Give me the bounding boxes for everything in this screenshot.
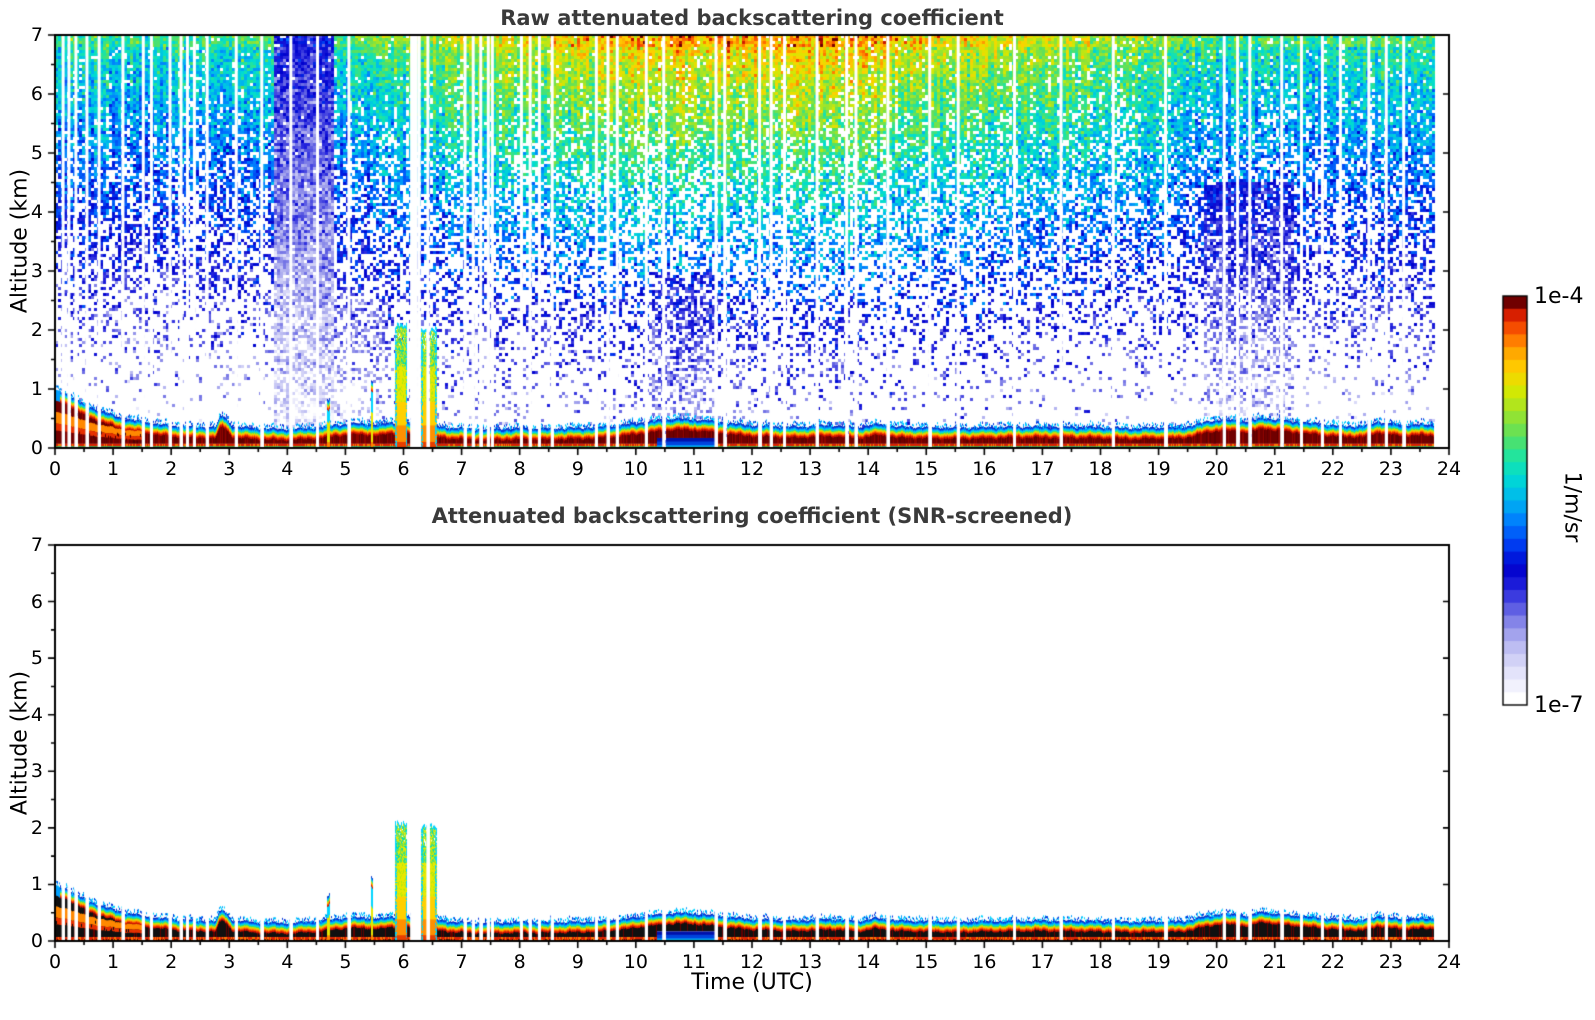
x-tick-label: 23 [1378, 951, 1403, 973]
y-tick-label: 1 [30, 378, 43, 400]
x-tick-label: 12 [739, 951, 765, 973]
x-tick-label: 19 [1146, 458, 1171, 480]
x-tick-label: 15 [914, 951, 939, 973]
x-tick-label: 18 [1088, 951, 1113, 973]
x-tick-label: 24 [1436, 951, 1462, 973]
y-tick-label: 0 [30, 437, 43, 459]
y-tick-label: 2 [30, 319, 43, 341]
x-tick-label: 4 [281, 951, 294, 973]
x-tick-label: 19 [1146, 951, 1171, 973]
panel-title-raw: Raw attenuated backscattering coefficien… [500, 6, 1004, 30]
x-tick-label: 11 [681, 951, 706, 973]
x-tick-label: 9 [571, 951, 584, 973]
x-tick-label: 18 [1088, 458, 1113, 480]
x-tick-label: 7 [455, 951, 468, 973]
x-tick-label: 2 [165, 951, 178, 973]
y-tick-label: 6 [30, 590, 43, 613]
y-tick-label: 5 [30, 142, 43, 164]
y-tick-label: 5 [30, 647, 43, 670]
x-tick-label: 11 [681, 458, 706, 480]
x-tick-label: 23 [1378, 458, 1403, 480]
x-tick-label: 21 [1262, 458, 1287, 480]
x-tick-label: 7 [455, 458, 468, 480]
y-tick-label: 4 [30, 201, 43, 223]
x-tick-label: 0 [48, 458, 62, 480]
x-tick-label: 24 [1436, 458, 1462, 480]
x-tick-label: 6 [397, 951, 410, 973]
y-axis-label-raw: Altitude (km) [7, 168, 33, 314]
x-tick-label: 3 [223, 458, 236, 480]
x-tick-label: 13 [797, 458, 823, 480]
x-tick-label: 15 [914, 458, 939, 480]
y-tick-label: 7 [30, 534, 43, 556]
x-tick-label: 14 [856, 458, 881, 480]
x-tick-label: 5 [339, 951, 352, 973]
x-tick-label: 22 [1320, 458, 1345, 480]
y-tick-label: 3 [30, 760, 43, 783]
x-tick-label: 22 [1320, 951, 1345, 973]
y-tick-label: 4 [30, 703, 43, 726]
raw-panel-plot-area [55, 35, 1449, 448]
x-tick-label: 13 [797, 951, 823, 973]
y-tick-label: 2 [30, 816, 43, 839]
x-tick-label: 0 [48, 951, 62, 973]
colorbar-unit-label: 1/m/sr [1559, 471, 1585, 543]
x-tick-label: 17 [1030, 951, 1055, 973]
x-tick-label: 10 [623, 951, 648, 973]
x-tick-label: 8 [513, 951, 526, 973]
colorbar-min-label: 1e-7 [1534, 693, 1584, 718]
y-tick-label: 0 [30, 930, 43, 952]
x-tick-label: 8 [513, 458, 526, 480]
y-axis-label-screened: Altitude (km) [7, 670, 33, 816]
x-tick-label: 20 [1204, 951, 1229, 973]
x-tick-label: 21 [1262, 951, 1287, 973]
x-tick-label: 3 [223, 951, 236, 973]
x-tick-label: 12 [739, 458, 765, 480]
x-tick-label: 20 [1204, 458, 1229, 480]
x-tick-label: 10 [623, 458, 648, 480]
x-tick-label: 16 [972, 951, 997, 973]
screened-panel-plot-area [55, 545, 1449, 941]
y-tick-label: 6 [30, 83, 43, 105]
x-tick-label: 17 [1030, 458, 1055, 480]
x-tick-label: 5 [339, 458, 352, 480]
panel-title-screened: Attenuated backscattering coefficient (S… [431, 504, 1073, 528]
colorbar-max-label: 1e-4 [1534, 284, 1584, 309]
colorbar [1503, 296, 1527, 705]
x-axis-label: Time (UTC) [691, 970, 813, 995]
x-tick-label: 1 [107, 951, 120, 973]
y-tick-label: 3 [30, 260, 43, 282]
y-tick-label: 7 [30, 24, 43, 46]
y-tick-label: 1 [30, 873, 43, 896]
x-tick-label: 4 [281, 458, 294, 480]
x-tick-label: 2 [165, 458, 178, 480]
x-tick-label: 16 [972, 458, 997, 480]
x-tick-label: 1 [107, 458, 120, 480]
x-tick-label: 6 [397, 458, 410, 480]
x-tick-label: 9 [571, 458, 584, 480]
x-tick-label: 14 [856, 951, 881, 973]
